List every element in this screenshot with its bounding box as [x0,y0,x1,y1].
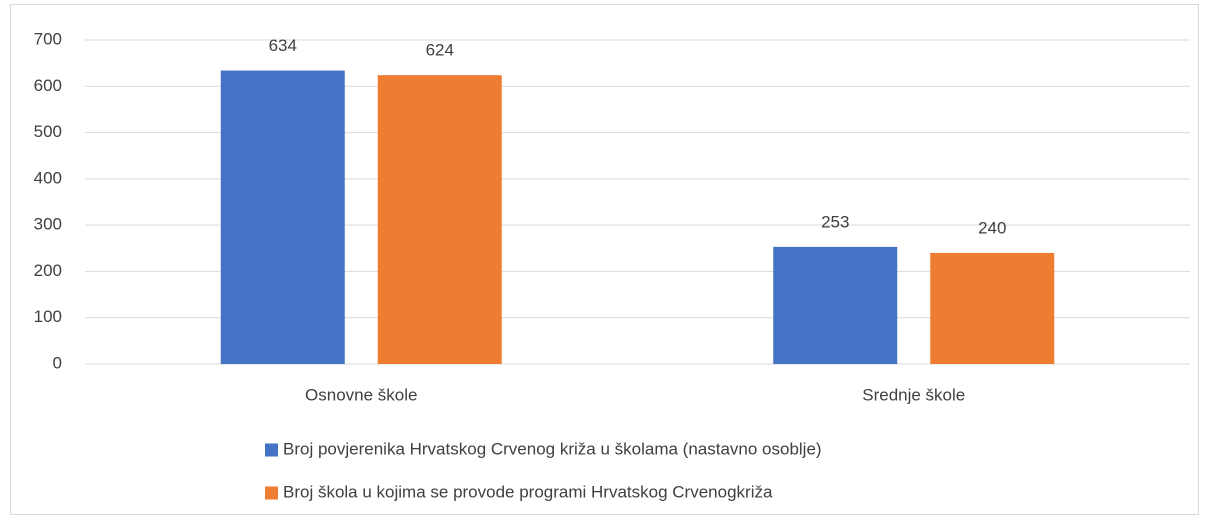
y-tick-label: 600 [34,76,62,95]
y-tick-label: 200 [34,261,62,280]
bar [773,246,898,364]
bar [220,70,345,364]
y-tick-label: 700 [34,29,62,48]
legend-swatch [265,486,278,500]
legend-label: Broj škola u kojima se provode programi … [283,482,773,501]
data-label: 624 [426,41,454,60]
x-tick-label: Osnovne škole [305,385,417,404]
bar [930,252,1055,364]
data-label: 253 [821,212,849,231]
legend-label: Broj povjerenika Hrvatskog Crvenog križa… [283,439,822,458]
y-tick-label: 100 [34,307,62,326]
bar [377,75,502,365]
y-tick-label: 500 [34,122,62,141]
data-label: 634 [269,36,297,55]
y-tick-label: 0 [53,353,62,372]
x-tick-label: Srednje škole [862,385,965,404]
legend-swatch [265,443,278,457]
y-tick-label: 300 [34,215,62,234]
data-label: 240 [978,218,1006,237]
y-tick-label: 400 [34,168,62,187]
